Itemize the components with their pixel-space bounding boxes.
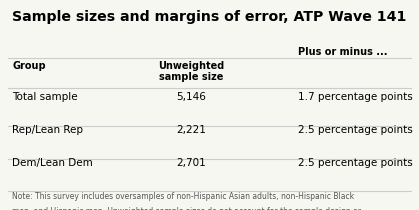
Text: Plus or minus ...: Plus or minus ... bbox=[298, 47, 388, 56]
Text: men, and Hispanic men. Unweighted sample sizes do not account for the sample des: men, and Hispanic men. Unweighted sample… bbox=[13, 207, 362, 210]
Text: 1.7 percentage points: 1.7 percentage points bbox=[298, 92, 413, 102]
Text: Group: Group bbox=[13, 61, 46, 71]
Text: Dem/Lean Dem: Dem/Lean Dem bbox=[13, 158, 93, 168]
Text: 2,701: 2,701 bbox=[176, 158, 206, 168]
Text: Rep/Lean Rep: Rep/Lean Rep bbox=[13, 125, 83, 135]
Text: 2.5 percentage points: 2.5 percentage points bbox=[298, 158, 413, 168]
Text: Sample sizes and margins of error, ATP Wave 141: Sample sizes and margins of error, ATP W… bbox=[13, 10, 407, 24]
Text: Total sample: Total sample bbox=[13, 92, 78, 102]
Text: 5,146: 5,146 bbox=[176, 92, 206, 102]
Text: 2,221: 2,221 bbox=[176, 125, 206, 135]
Text: Unweighted
sample size: Unweighted sample size bbox=[158, 61, 225, 82]
Text: Note: This survey includes oversamples of non-Hispanic Asian adults, non-Hispani: Note: This survey includes oversamples o… bbox=[13, 192, 354, 201]
Text: 2.5 percentage points: 2.5 percentage points bbox=[298, 125, 413, 135]
